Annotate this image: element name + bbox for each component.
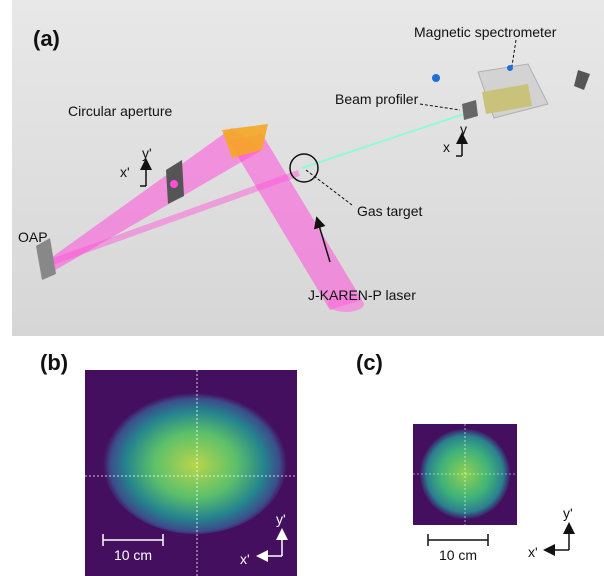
aperture-hole bbox=[170, 180, 178, 188]
beam-profile bbox=[103, 390, 287, 534]
panel-c: (c) 10 cm y' x' bbox=[356, 350, 573, 563]
scale-label: 10 cm bbox=[439, 547, 477, 563]
axis-label: x bbox=[443, 139, 450, 155]
axis-label: x' bbox=[528, 544, 538, 560]
label: Circular aperture bbox=[68, 103, 172, 119]
axis-label: x' bbox=[240, 551, 250, 567]
panel-label: (b) bbox=[40, 350, 68, 375]
scale-label: 10 cm bbox=[114, 547, 152, 563]
axis-label: x' bbox=[120, 164, 130, 180]
panel-b: (b) 10 cm y' x' bbox=[40, 350, 297, 576]
label: Gas target bbox=[357, 203, 422, 219]
figure: (a) Magnetic spectrometer Beam profiler … bbox=[0, 0, 604, 576]
scale-bar bbox=[428, 534, 488, 546]
panel-a: (a) Magnetic spectrometer Beam profiler … bbox=[12, 0, 604, 336]
axis-label: y' bbox=[142, 145, 152, 161]
label: Magnetic spectrometer bbox=[414, 24, 557, 40]
label: J-KAREN-P laser bbox=[308, 287, 416, 303]
panel-label: (a) bbox=[33, 26, 60, 51]
label: Beam profiler bbox=[335, 91, 419, 107]
axis-label: y' bbox=[563, 505, 573, 521]
axis-label: y' bbox=[276, 511, 286, 527]
camera bbox=[432, 74, 440, 82]
panel-background bbox=[12, 0, 604, 336]
panel-label: (c) bbox=[356, 350, 383, 375]
axis-label: y bbox=[460, 121, 467, 137]
label: OAP bbox=[18, 229, 48, 245]
